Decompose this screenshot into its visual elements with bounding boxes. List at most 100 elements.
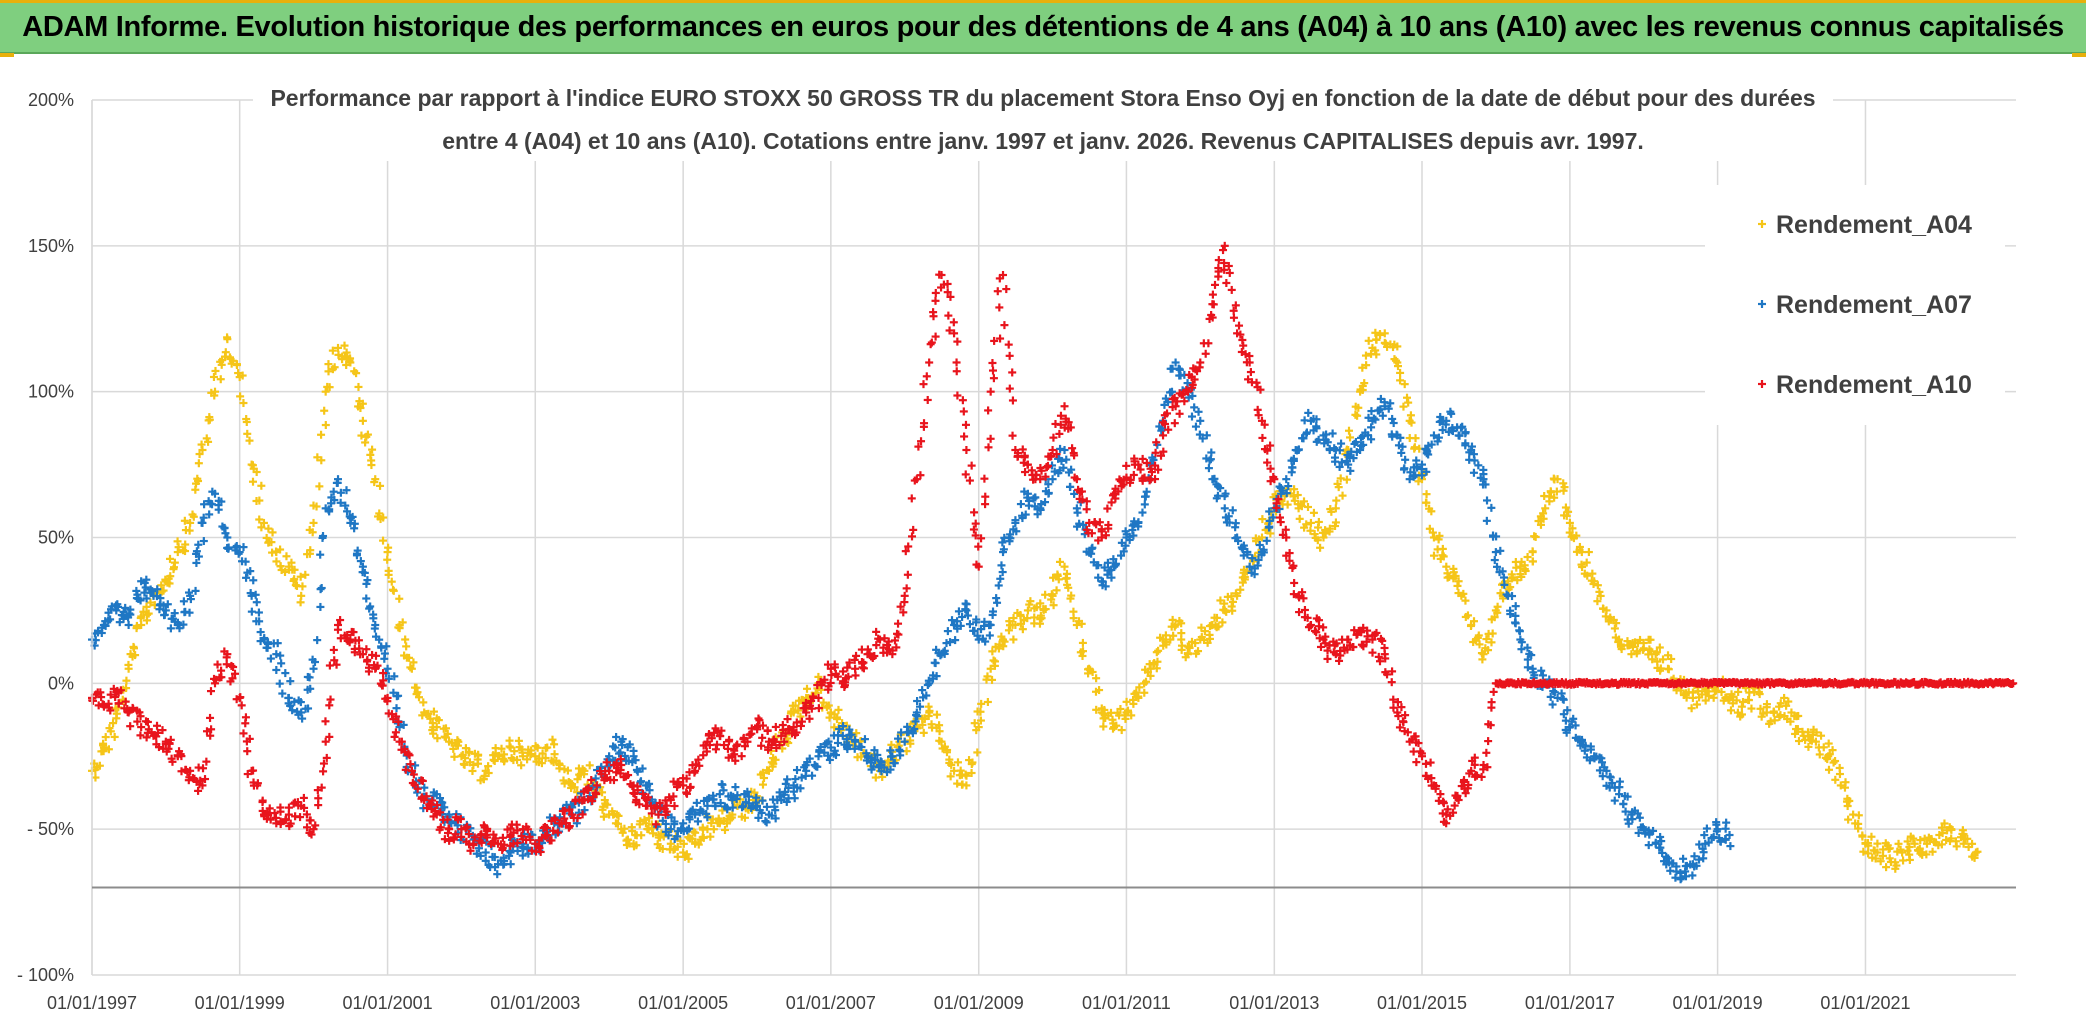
data-point	[1511, 619, 1520, 628]
data-point	[232, 360, 241, 369]
data-point	[541, 754, 550, 763]
data-point	[342, 486, 351, 495]
data-point	[264, 524, 273, 533]
data-point	[309, 664, 318, 673]
data-point	[1290, 485, 1299, 494]
data-point	[935, 727, 944, 736]
data-point	[362, 594, 371, 603]
data-point	[266, 654, 275, 663]
data-point	[719, 786, 728, 795]
data-point	[101, 621, 110, 630]
data-point	[221, 529, 230, 538]
data-point	[148, 587, 157, 596]
data-point	[946, 638, 955, 647]
data-point	[791, 775, 800, 784]
data-point	[1103, 504, 1112, 513]
data-point	[1400, 464, 1409, 473]
data-point	[246, 567, 255, 576]
data-point	[1487, 503, 1496, 512]
data-point	[319, 767, 328, 776]
data-point	[1755, 690, 1764, 699]
data-point	[805, 754, 814, 763]
data-point	[1228, 597, 1237, 606]
data-point	[275, 679, 284, 688]
data-point	[1884, 844, 1893, 853]
data-point	[389, 585, 398, 594]
data-point	[141, 583, 150, 592]
data-point	[1078, 651, 1087, 660]
data-point	[414, 693, 423, 702]
data-point	[407, 664, 416, 673]
data-point	[411, 761, 420, 770]
x-tick-label: 01/01/2009	[934, 993, 1024, 1013]
data-point	[679, 839, 688, 848]
data-point	[850, 744, 859, 753]
data-point	[1323, 654, 1332, 663]
data-point	[1049, 573, 1058, 582]
data-point	[614, 819, 623, 828]
data-point	[1487, 638, 1496, 647]
data-point	[1864, 849, 1873, 858]
data-point	[206, 713, 215, 722]
data-point	[1701, 696, 1710, 705]
data-point	[946, 772, 955, 781]
data-point	[1009, 614, 1018, 623]
data-point	[1368, 648, 1377, 657]
data-point	[1812, 728, 1821, 737]
data-point	[1354, 403, 1363, 412]
data-point	[1894, 839, 1903, 848]
data-point	[1482, 635, 1491, 644]
data-point	[288, 565, 297, 574]
data-point	[867, 758, 876, 767]
data-point	[813, 762, 822, 771]
data-point	[605, 766, 614, 775]
data-point	[1780, 693, 1789, 702]
data-point	[377, 643, 386, 652]
data-point	[1289, 492, 1298, 501]
data-point	[298, 582, 307, 591]
data-point	[699, 833, 708, 842]
data-point	[959, 407, 968, 416]
data-point	[1726, 842, 1735, 851]
data-point	[1412, 456, 1421, 465]
data-point	[358, 416, 367, 425]
data-point	[1099, 722, 1108, 731]
data-point	[763, 726, 772, 735]
data-point	[1331, 504, 1340, 513]
data-point	[1756, 704, 1765, 713]
data-point	[543, 743, 552, 752]
data-point	[142, 594, 151, 603]
data-point	[392, 704, 401, 713]
data-point	[737, 752, 746, 761]
data-point	[1422, 490, 1431, 499]
data-point	[616, 748, 625, 757]
data-point	[340, 341, 349, 350]
data-point	[248, 477, 257, 486]
data-point	[1794, 711, 1803, 720]
data-point	[915, 702, 924, 711]
x-tick-label: 01/01/2005	[638, 993, 728, 1013]
data-point	[1892, 861, 1901, 870]
data-point	[984, 406, 993, 415]
data-point	[153, 721, 162, 730]
data-point	[679, 819, 688, 828]
data-point	[1257, 533, 1266, 542]
data-point	[325, 383, 334, 392]
data-point	[1092, 674, 1101, 683]
data-point	[834, 705, 843, 714]
data-point	[284, 803, 293, 812]
data-point	[943, 627, 952, 636]
data-point	[1831, 757, 1840, 766]
data-point	[852, 651, 861, 660]
data-point	[276, 803, 285, 812]
data-point	[434, 716, 443, 725]
data-point	[599, 812, 608, 821]
data-point	[1135, 683, 1144, 692]
data-point	[498, 754, 507, 763]
data-point	[1187, 412, 1196, 421]
data-point	[764, 766, 773, 775]
points-layer	[88, 241, 2018, 884]
data-point	[380, 649, 389, 658]
data-point	[1564, 507, 1573, 516]
data-point	[937, 737, 946, 746]
